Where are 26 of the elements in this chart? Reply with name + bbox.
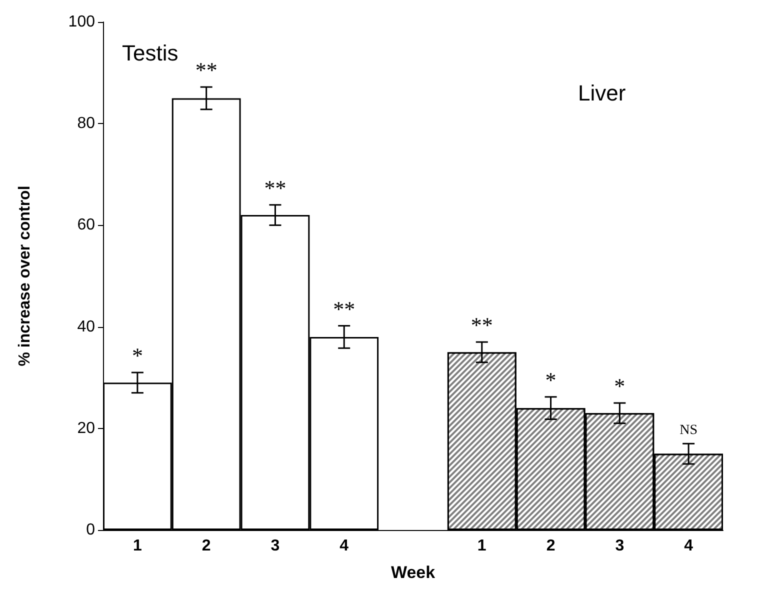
data-label: NS — [680, 423, 698, 438]
x-tick-label: 1 — [477, 538, 486, 554]
y-axis-title: % increase over control — [16, 186, 34, 366]
x-tick-label: 3 — [615, 538, 624, 554]
annotation: Liver — [578, 80, 626, 106]
x-tick-label: 3 — [270, 538, 280, 554]
annotation: Testis — [122, 40, 178, 66]
x-tick-label: 4 — [684, 538, 694, 554]
x-tick-label: 1 — [132, 538, 142, 554]
y-tick-label: 40 — [77, 318, 96, 336]
data-label: ** — [333, 296, 356, 322]
x-axis-title: Week — [390, 563, 436, 582]
y-tick-label: 0 — [86, 522, 96, 538]
y-tick-label: 100 — [68, 14, 96, 30]
y-tick-label: 20 — [77, 420, 96, 437]
x-tick-label: 4 — [340, 538, 349, 554]
data-label: ** — [195, 58, 218, 83]
x-tick-label: 2 — [546, 538, 556, 554]
data-label: * — [132, 343, 143, 368]
x-tick-label: 2 — [202, 538, 211, 554]
data-label: * — [614, 374, 626, 398]
data-label: ** — [264, 175, 286, 200]
y-tick-label: 80 — [77, 115, 96, 132]
data-label: ** — [470, 312, 493, 338]
y-tick-label: 60 — [77, 216, 96, 234]
data-label: * — [545, 367, 556, 392]
